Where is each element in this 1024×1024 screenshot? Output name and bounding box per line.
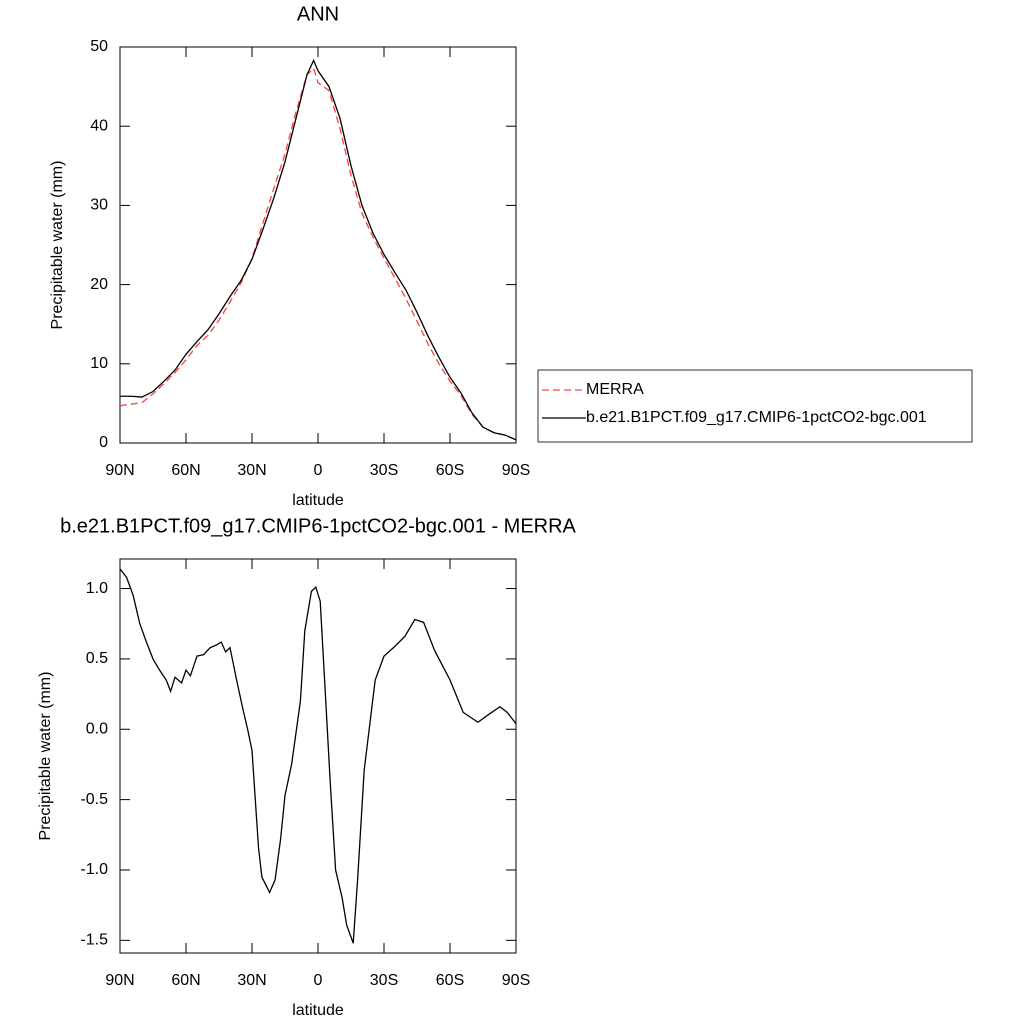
- legend-box: [537, 369, 973, 443]
- x-axis-label: latitude: [292, 1002, 344, 1019]
- y-axis-label: Precipitable water (mm): [37, 672, 54, 841]
- x-tick-label: 0: [314, 462, 323, 479]
- y-tick-label: 10: [90, 355, 108, 372]
- chart-title: ANN: [297, 3, 339, 25]
- y-tick-label: 20: [90, 276, 108, 293]
- x-tick-label: 90N: [105, 462, 134, 479]
- y-tick-label: -1.0: [80, 861, 108, 878]
- y-tick-label: 0.0: [86, 720, 108, 737]
- x-tick-label: 30S: [370, 462, 398, 479]
- y-tick-label: 1.0: [86, 580, 108, 597]
- plot-frame: [119, 46, 517, 444]
- data-line: [119, 67, 517, 441]
- x-tick-label: 60N: [171, 972, 200, 989]
- y-tick-label: -0.5: [80, 791, 108, 808]
- x-tick-label: 30S: [370, 972, 398, 989]
- data-line: [119, 568, 517, 944]
- y-tick-label: 30: [90, 197, 108, 214]
- y-tick-label: -1.5: [80, 932, 108, 949]
- legend-label: b.e21.B1PCT.f09_g17.CMIP6-1pctCO2-bgc.00…: [586, 409, 927, 426]
- y-tick-label: 0: [99, 434, 108, 451]
- x-tick-label: 60S: [436, 462, 464, 479]
- data-line: [120, 58, 517, 441]
- x-tick-label: 90S: [502, 972, 530, 989]
- x-tick-label: 90N: [105, 972, 134, 989]
- plot-frame: [119, 558, 517, 954]
- y-tick-label: 40: [90, 117, 108, 134]
- chart-title: b.e21.B1PCT.f09_g17.CMIP6-1pctCO2-bgc.00…: [60, 515, 576, 537]
- y-axis-label: Precipitable water (mm): [49, 161, 66, 330]
- x-tick-label: 30N: [237, 462, 266, 479]
- legend-label: MERRA: [586, 381, 644, 398]
- x-tick-label: 0: [314, 972, 323, 989]
- y-tick-label: 50: [90, 38, 108, 55]
- y-tick-label: 0.5: [86, 650, 108, 667]
- x-tick-label: 90S: [502, 462, 530, 479]
- x-axis-label: latitude: [292, 492, 344, 509]
- x-tick-label: 60S: [436, 972, 464, 989]
- x-tick-label: 60N: [171, 462, 200, 479]
- x-tick-label: 30N: [237, 972, 266, 989]
